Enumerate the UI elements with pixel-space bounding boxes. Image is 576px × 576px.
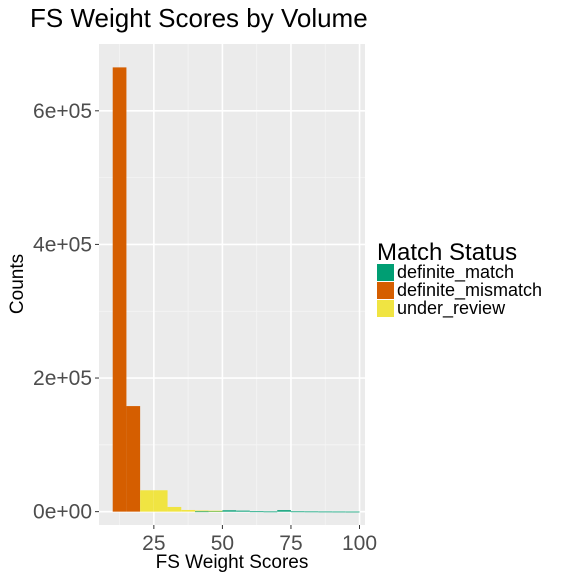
bar-under_review xyxy=(194,510,209,512)
bar-definite_mismatch xyxy=(112,67,127,512)
legend-label-definite_mismatch: definite_mismatch xyxy=(397,280,542,301)
bar-definite_match xyxy=(318,511,333,513)
bar-definite_match xyxy=(208,511,223,512)
bar-definite_mismatch xyxy=(126,406,141,512)
bar-under_review xyxy=(140,490,154,512)
bar-definite_match xyxy=(194,511,209,513)
bar-definite_match xyxy=(304,511,319,513)
bar-definite_match xyxy=(222,510,237,512)
legend-key-under_review xyxy=(377,300,394,317)
chart-title: FS Weight Scores by Volume xyxy=(30,3,368,33)
bar-definite_match xyxy=(332,511,346,513)
x-axis: 25 50 75 100 xyxy=(142,525,377,555)
y-tick-label: 2e+05 xyxy=(33,367,92,390)
bar-definite_match xyxy=(277,510,291,512)
bar-under_review xyxy=(153,490,168,512)
x-tick-label: 50 xyxy=(211,532,234,555)
bar-definite_match xyxy=(345,511,360,513)
x-tick-label: 100 xyxy=(342,532,377,555)
y-tick-label: 0e+00 xyxy=(33,501,92,524)
legend: Match Status definite_matchdefinite_mism… xyxy=(377,239,542,319)
legend-title: Match Status xyxy=(377,239,517,266)
y-tick-label: 4e+05 xyxy=(33,233,92,256)
y-axis: 0e+00 2e+05 4e+05 6e+05 xyxy=(33,100,99,524)
bar-under_review xyxy=(208,510,223,512)
bar-definite_match xyxy=(236,510,250,512)
bar-definite_match xyxy=(249,511,264,513)
legend-label-definite_match: definite_match xyxy=(397,262,514,283)
bar-under_review xyxy=(167,506,182,512)
bar-definite_match xyxy=(263,511,278,513)
legend-label-under_review: under_review xyxy=(397,298,506,319)
grid-major xyxy=(99,44,365,525)
y-axis-title: Counts xyxy=(7,254,28,314)
x-tick-label: 25 xyxy=(142,532,165,555)
x-tick-label: 75 xyxy=(279,532,302,555)
legend-key-definite_mismatch xyxy=(377,282,394,299)
x-axis-title: FS Weight Scores xyxy=(156,552,309,573)
bar-under_review xyxy=(181,509,195,512)
bar-definite_match xyxy=(290,511,305,513)
bars xyxy=(112,67,360,513)
y-tick-label: 6e+05 xyxy=(33,100,92,123)
legend-key-definite_match xyxy=(377,264,394,281)
